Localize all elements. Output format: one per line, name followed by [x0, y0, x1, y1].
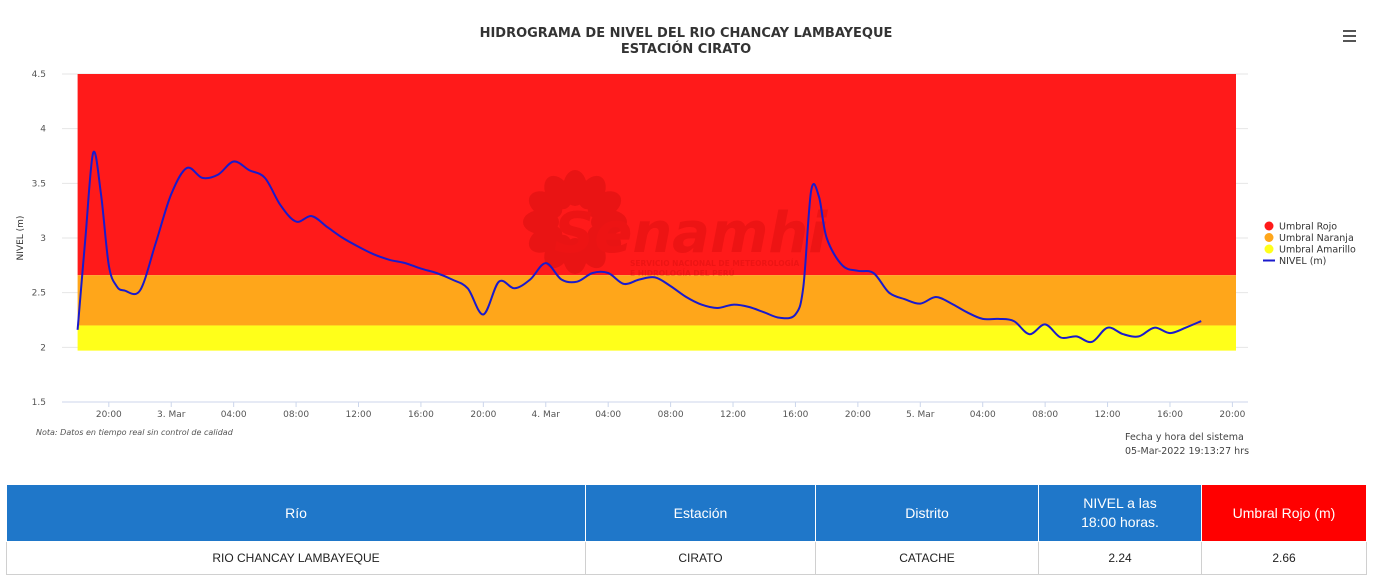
cell-estacion: CIRATO — [585, 541, 816, 575]
x-tick-label: 08:00 — [658, 410, 684, 420]
x-tick-label: 12:00 — [346, 410, 372, 420]
series-line-nivel — [76, 150, 1202, 344]
chart-subtitle: ESTACIÓN CIRATO — [621, 41, 751, 57]
header-rio: Río — [6, 484, 586, 542]
table-row: RIO CHANCAY LAMBAYEQUE CIRATO CATACHE 2.… — [6, 541, 1367, 575]
y-tick-label: 2.5 — [32, 289, 46, 299]
band-umbral-rojo — [77, 74, 1237, 276]
sun-logo-icon — [523, 170, 627, 274]
y-tick-label: 3 — [40, 234, 46, 244]
x-tick-label: 20:00 — [1219, 410, 1245, 420]
menu-icon-bar — [1342, 30, 1356, 32]
legend-symbol — [1264, 244, 1274, 254]
band-umbral-amarillo — [77, 325, 1237, 351]
y-axis-label: NIVEL (m) — [16, 216, 26, 261]
x-tick-label: 04:00 — [970, 410, 996, 420]
x-tick-label: 20:00 — [470, 410, 496, 420]
chart-menu-button[interactable] — [1338, 26, 1360, 46]
header-umbral-rojo: Umbral Rojo (m) — [1201, 484, 1367, 542]
x-tick-label: 16:00 — [782, 410, 808, 420]
x-tick-label: 08:00 — [1032, 410, 1058, 420]
x-tick-label: 08:00 — [283, 410, 309, 420]
watermark-brand: Senamhi — [554, 201, 828, 266]
system-time-value: 05-Mar-2022 19:13:27 hrs — [1125, 446, 1249, 457]
x-tick-label: 16:00 — [1157, 410, 1183, 420]
legend-symbol — [1264, 233, 1274, 242]
band-umbral-naranja — [77, 275, 1237, 326]
chart-svg: HIDROGRAMA DE NIVEL DEL RIO CHANCAY LAMB… — [16, 26, 1356, 457]
hydrograph-chart: HIDROGRAMA DE NIVEL DEL RIO CHANCAY LAMB… — [16, 26, 1356, 457]
chart-title: HIDROGRAMA DE NIVEL DEL RIO CHANCAY LAMB… — [480, 26, 893, 41]
y-tick-label: 1.5 — [32, 398, 46, 408]
y-tick-label: 4.5 — [32, 70, 46, 80]
table-header-row: Río Estación Distrito NIVEL a las 18:00 … — [6, 484, 1367, 542]
x-tick-label: 12:00 — [1095, 410, 1121, 420]
x-tick-label: 12:00 — [720, 410, 746, 420]
y-tick-label: 4 — [40, 125, 46, 135]
x-tick-label: 04:00 — [595, 410, 621, 420]
watermark-line2: E HIDROLOGÍA DEL PERÚ — [630, 269, 735, 278]
cell-rio: RIO CHANCAY LAMBAYEQUE — [6, 541, 586, 575]
x-tick-label: 16:00 — [408, 410, 434, 420]
data-quality-note: Nota: Datos en tiempo real sin control d… — [36, 428, 234, 437]
x-tick-label: 04:00 — [221, 410, 247, 420]
legend-item-label: Umbral Rojo — [1279, 222, 1337, 233]
legend-item-label: Umbral Amarillo — [1279, 245, 1356, 256]
menu-icon-bar — [1342, 35, 1356, 37]
x-tick-label: 20:00 — [96, 410, 122, 420]
legend-item-label: NIVEL (m) — [1279, 256, 1326, 267]
x-tick-label: 5. Mar — [906, 410, 935, 420]
menu-icon-bar — [1342, 40, 1356, 42]
header-distrito: Distrito — [815, 484, 1039, 542]
header-nivel-line1: NIVEL a las — [1083, 495, 1157, 511]
header-nivel: NIVEL a las 18:00 horas. — [1038, 484, 1202, 542]
header-nivel-line2: 18:00 horas. — [1081, 514, 1159, 530]
x-tick-label: 4. Mar — [532, 410, 561, 420]
y-tick-label: 3.5 — [32, 179, 46, 189]
x-tick-label: 3. Mar — [157, 410, 186, 420]
cell-nivel: 2.24 — [1038, 541, 1202, 575]
header-estacion: Estación — [585, 484, 816, 542]
legend-item-label: Umbral Naranja — [1279, 233, 1354, 244]
station-table: Río Estación Distrito NIVEL a las 18:00 … — [6, 484, 1367, 575]
cell-umbral: 2.66 — [1201, 541, 1367, 575]
x-tick-label: 20:00 — [845, 410, 871, 420]
watermark-line1: SERVICIO NACIONAL DE METEOROLOGÍA — [630, 259, 800, 268]
y-tick-label: 2 — [40, 343, 46, 353]
legend-symbol — [1264, 221, 1274, 231]
cell-distrito: CATACHE — [815, 541, 1039, 575]
system-time-label: Fecha y hora del sistema — [1125, 432, 1244, 443]
